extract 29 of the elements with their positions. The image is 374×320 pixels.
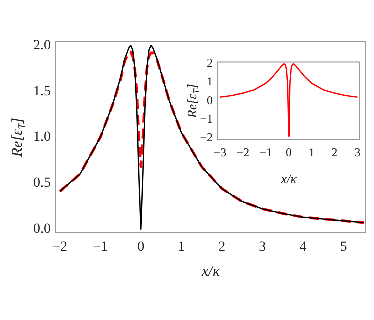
- x-tick-label: −2: [236, 145, 250, 160]
- x-tick-label: −3: [214, 145, 227, 160]
- y-axis-title: Re[εT]: [184, 84, 202, 120]
- x-axis-title: x/κ: [200, 264, 221, 280]
- x-tick-label: 3: [259, 240, 266, 256]
- x-tick-label: −2: [52, 240, 68, 256]
- x-tick-label: 3: [354, 145, 361, 160]
- y-tick-label: 2.0: [34, 38, 51, 54]
- x-tick-label: 2: [218, 240, 226, 256]
- y-tick-label: 0.5: [34, 176, 51, 192]
- y-tick-label: 1.0: [34, 130, 51, 146]
- y-tick-label: 2: [207, 56, 213, 70]
- x-tick-label: 0: [286, 145, 292, 160]
- x-tick-label: 1: [178, 240, 186, 256]
- x-tick-label: 2: [332, 145, 338, 160]
- y-axis-title: Re[εT]: [10, 118, 28, 158]
- x-axis-title: x/κ: [280, 171, 298, 186]
- y-tick-label: 0.0: [34, 222, 51, 237]
- x-tick-label: −1: [93, 240, 108, 256]
- x-tick-label: −1: [260, 145, 272, 160]
- y-tick-label: 1.5: [34, 84, 51, 100]
- y-tick-label: 0: [207, 93, 213, 108]
- y-tick-label: −1: [200, 112, 213, 126]
- x-tick-label: 0: [138, 240, 145, 256]
- x-tick-label: 5: [340, 240, 348, 256]
- x-tick-label: 4: [300, 240, 307, 256]
- y-tick-label: −2: [200, 130, 213, 144]
- x-tick-label: 1: [308, 145, 315, 160]
- y-tick-label: 1: [207, 74, 213, 89]
